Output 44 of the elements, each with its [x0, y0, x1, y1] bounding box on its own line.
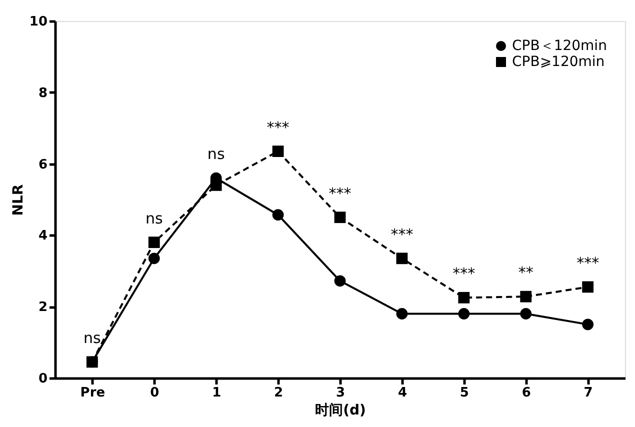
y-tick-label: 4	[38, 228, 48, 244]
point	[520, 290, 532, 302]
x-tick-label: Pre	[80, 386, 106, 400]
y-tick-label: 0	[38, 372, 48, 386]
y-tick-label: 6	[38, 157, 48, 172]
annotation: **	[518, 264, 534, 282]
point	[86, 356, 98, 368]
point	[210, 180, 222, 191]
annotation: ***	[452, 264, 476, 283]
x-axis-title: 时间(d)	[315, 402, 366, 418]
y-axis-title: NLR	[10, 184, 26, 216]
point	[458, 292, 470, 304]
point	[520, 308, 532, 320]
legend-label: CPB＜120min	[512, 38, 607, 54]
x-tick-label: 1	[212, 386, 222, 400]
point	[272, 146, 284, 158]
x-tick-label: 4	[398, 386, 407, 400]
point	[458, 308, 470, 320]
legend-label: CPB⩾120min	[512, 54, 605, 70]
x-tick-label: 3	[336, 386, 346, 400]
x-tick-label: 6	[522, 386, 531, 400]
annotation: ***	[328, 184, 352, 202]
x-tick-label: 2	[274, 386, 284, 400]
point	[334, 212, 346, 224]
annotation: ***	[576, 254, 600, 272]
point	[396, 252, 408, 264]
y-tick-label: 8	[38, 86, 48, 101]
annotation: ***	[390, 225, 414, 244]
annotation: ***	[266, 118, 290, 136]
x-tick-label: 5	[460, 386, 469, 400]
y-tick-label: 10	[29, 14, 48, 30]
annotation: ns	[84, 328, 102, 347]
annotation: ns	[207, 145, 225, 164]
x-tick-label: 0	[150, 386, 160, 400]
point	[148, 236, 160, 248]
point	[148, 252, 160, 264]
point	[582, 281, 594, 293]
y-tick-label: 2	[38, 300, 48, 316]
point	[582, 318, 594, 330]
point	[334, 275, 346, 287]
x-tick-label: 7	[584, 386, 593, 400]
point	[272, 209, 284, 221]
point	[396, 308, 408, 320]
annotation: ns	[145, 209, 163, 228]
